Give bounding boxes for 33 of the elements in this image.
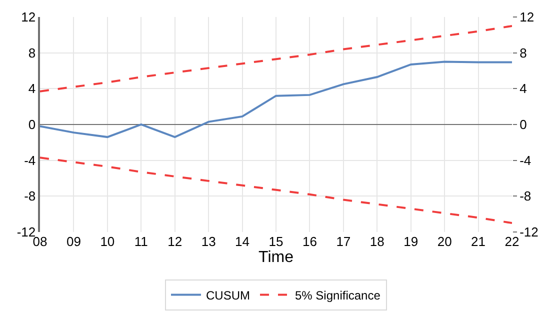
line-series bbox=[40, 24, 512, 92]
legend-label: 5% Significance bbox=[295, 288, 381, 302]
x-tick-label: 22 bbox=[504, 234, 520, 249]
y2-tick-label: 12 bbox=[520, 10, 534, 25]
x-tick-label: 13 bbox=[201, 234, 216, 249]
x-tick-label: 11 bbox=[134, 234, 148, 249]
x-tick-label: 14 bbox=[235, 234, 250, 249]
y2-tick-label: -12 bbox=[520, 224, 538, 240]
x-tick-label: 10 bbox=[100, 234, 115, 249]
legend-label: CUSUM bbox=[206, 288, 250, 302]
y-tick-label: -8 bbox=[24, 188, 36, 204]
y-tick-label: -4 bbox=[24, 152, 36, 168]
y2-tick-label: 8 bbox=[520, 45, 527, 60]
y2-tick-label: -8 bbox=[520, 188, 532, 204]
x-tick-label: 18 bbox=[370, 234, 384, 249]
x-tick-label: 12 bbox=[168, 234, 182, 249]
x-tick-label: 08 bbox=[32, 234, 48, 249]
y-tick-label: 12 bbox=[21, 10, 36, 25]
y-tick-label: 0 bbox=[28, 117, 36, 132]
x-tick-label: 20 bbox=[437, 234, 452, 249]
y2-tick-label: 0 bbox=[520, 117, 527, 132]
y2-tick-label: -4 bbox=[520, 152, 532, 168]
x-axis-title: Time bbox=[258, 249, 294, 266]
x-tick-label: 15 bbox=[268, 234, 284, 249]
x-tick-label: 09 bbox=[66, 234, 81, 249]
y-tick-label: 8 bbox=[28, 45, 36, 60]
y2-tick-label: 4 bbox=[520, 81, 527, 96]
x-tick-label: 16 bbox=[302, 234, 317, 249]
x-tick-label: 17 bbox=[336, 234, 351, 249]
x-tick-label: 21 bbox=[471, 234, 486, 249]
line-series bbox=[40, 156, 512, 224]
y-tick-label: 4 bbox=[28, 81, 36, 96]
x-tick-label: 19 bbox=[404, 234, 418, 249]
